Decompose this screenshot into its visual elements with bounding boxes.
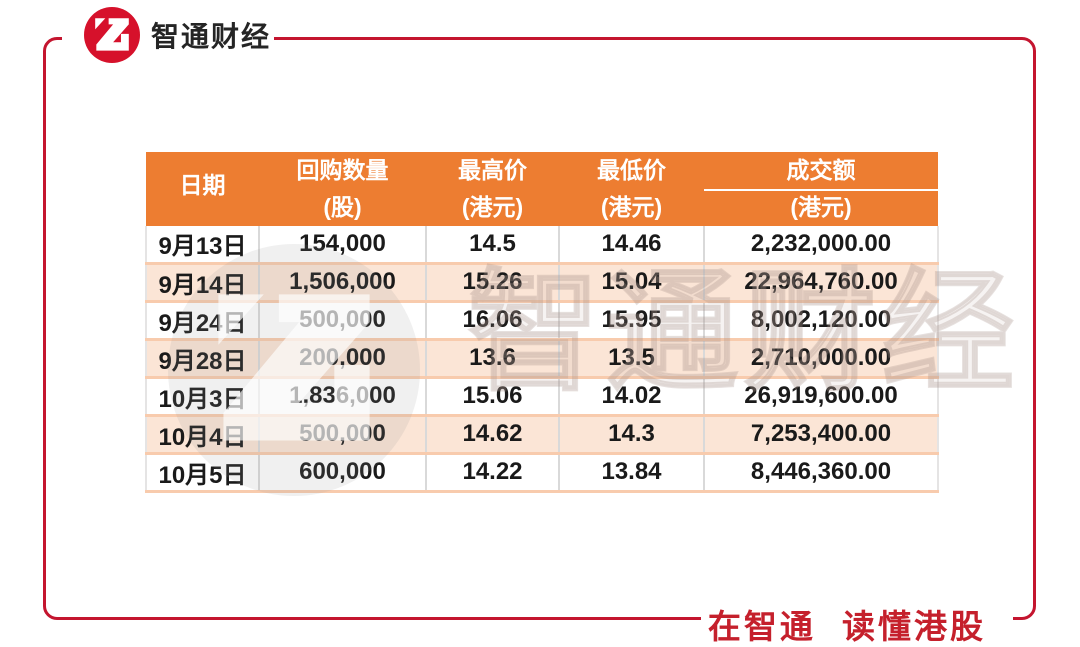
value-cell: 600,000 — [259, 453, 427, 493]
date-cell: 9月13日 — [145, 226, 260, 265]
slogan-text: 在智通 读懂港股 — [707, 608, 986, 645]
decorative-frame — [43, 37, 1036, 620]
value-cell: 200,000 — [259, 339, 427, 379]
value-cell: 15.95 — [559, 301, 705, 341]
value-cell: 14.02 — [559, 377, 705, 417]
brand-header: 智通财经 — [84, 7, 271, 63]
column-header-unit: (股) — [323, 193, 362, 220]
date-cell: 10月4日 — [145, 415, 260, 455]
table-body: 9月13日 154,000 14.5 14.46 2,232,000.00 9月14日 1,… — [145, 226, 939, 493]
date-cell: 9月28日 — [145, 339, 260, 379]
value-cell: 14.5 — [426, 226, 560, 265]
frame-gap-bottom — [701, 610, 1013, 628]
zhitong-logo-icon — [84, 7, 140, 63]
value-cell: 14.22 — [426, 453, 560, 493]
table-header: 日期 回购数量 (股) 最高价 (港元) 最低价 (港元) 成交额 (港元) — [146, 152, 938, 226]
column-header-label: 回购数量 — [296, 156, 389, 183]
value-cell: 15.26 — [426, 263, 560, 303]
value-cell: 2,710,000.00 — [704, 339, 939, 379]
table-row: 9月13日 154,000 14.5 14.46 2,232,000.00 — [145, 226, 939, 265]
column-header-unit: (港元) — [790, 193, 852, 220]
value-cell: 8,002,120.00 — [704, 301, 939, 341]
column-header-unit: (港元) — [461, 193, 524, 220]
value-cell: 1,506,000 — [259, 263, 427, 303]
value-cell: 7,253,400.00 — [704, 415, 939, 455]
value-cell: 26,919,600.00 — [704, 377, 939, 417]
value-cell: 500,000 — [259, 301, 427, 341]
table-row: 10月5日 600,000 14.22 13.84 8,446,360.00 — [145, 453, 939, 493]
buyback-table: 日期 回购数量 (股) 最高价 (港元) 最低价 (港元) 成交额 (港元) 9月13日 154,… — [145, 152, 939, 493]
column-header: 最低价 (港元) — [559, 152, 704, 226]
table-header-row: 日期 回购数量 (股) 最高价 (港元) 最低价 (港元) 成交额 (港元) — [146, 152, 938, 226]
table-row: 9月28日 200,000 13.6 13.5 2,710,000.00 — [145, 339, 939, 379]
value-cell: 13.84 — [559, 453, 705, 493]
column-header: 回购数量 (股) — [259, 152, 426, 226]
value-cell: 15.04 — [559, 263, 705, 303]
column-header: 最高价 (港元) — [426, 152, 559, 226]
value-cell: 13.6 — [426, 339, 560, 379]
value-cell: 14.3 — [559, 415, 705, 455]
value-cell: 16.06 — [426, 301, 560, 341]
table-row: 10月3日 1,836,000 15.06 14.02 26,919,600.00 — [145, 377, 939, 417]
value-cell: 8,446,360.00 — [704, 453, 939, 493]
value-cell: 2,232,000.00 — [704, 226, 939, 265]
value-cell: 154,000 — [259, 226, 427, 265]
table-row: 9月24日 500,000 16.06 15.95 8,002,120.00 — [145, 301, 939, 341]
date-cell: 10月3日 — [145, 377, 260, 417]
column-header-unit: (港元) — [600, 193, 663, 220]
column-header-label: 最高价 — [458, 156, 527, 183]
column-header-label: 成交额 — [704, 157, 938, 191]
date-cell: 10月5日 — [145, 453, 260, 493]
date-cell: 9月24日 — [145, 301, 260, 341]
value-cell: 13.5 — [559, 339, 705, 379]
brand-name: 智通财经 — [151, 21, 272, 52]
value-cell: 500,000 — [259, 415, 427, 455]
column-header-label: 最低价 — [597, 156, 666, 183]
buyback-table-container: 日期 回购数量 (股) 最高价 (港元) 最低价 (港元) 成交额 (港元) 9月13日 154,… — [145, 152, 939, 493]
table-row: 9月14日 1,506,000 15.26 15.04 22,964,760.00 — [145, 263, 939, 303]
value-cell: 1,836,000 — [259, 377, 427, 417]
value-cell: 22,964,760.00 — [704, 263, 939, 303]
value-cell: 14.46 — [559, 226, 705, 265]
column-header: 日期 — [146, 152, 259, 226]
column-header: 成交额 (港元) — [704, 152, 938, 226]
value-cell: 14.62 — [426, 415, 560, 455]
column-header-label: 日期 — [179, 172, 226, 199]
value-cell: 15.06 — [426, 377, 560, 417]
date-cell: 9月14日 — [145, 263, 260, 303]
table-row: 10月4日 500,000 14.62 14.3 7,253,400.00 — [145, 415, 939, 455]
